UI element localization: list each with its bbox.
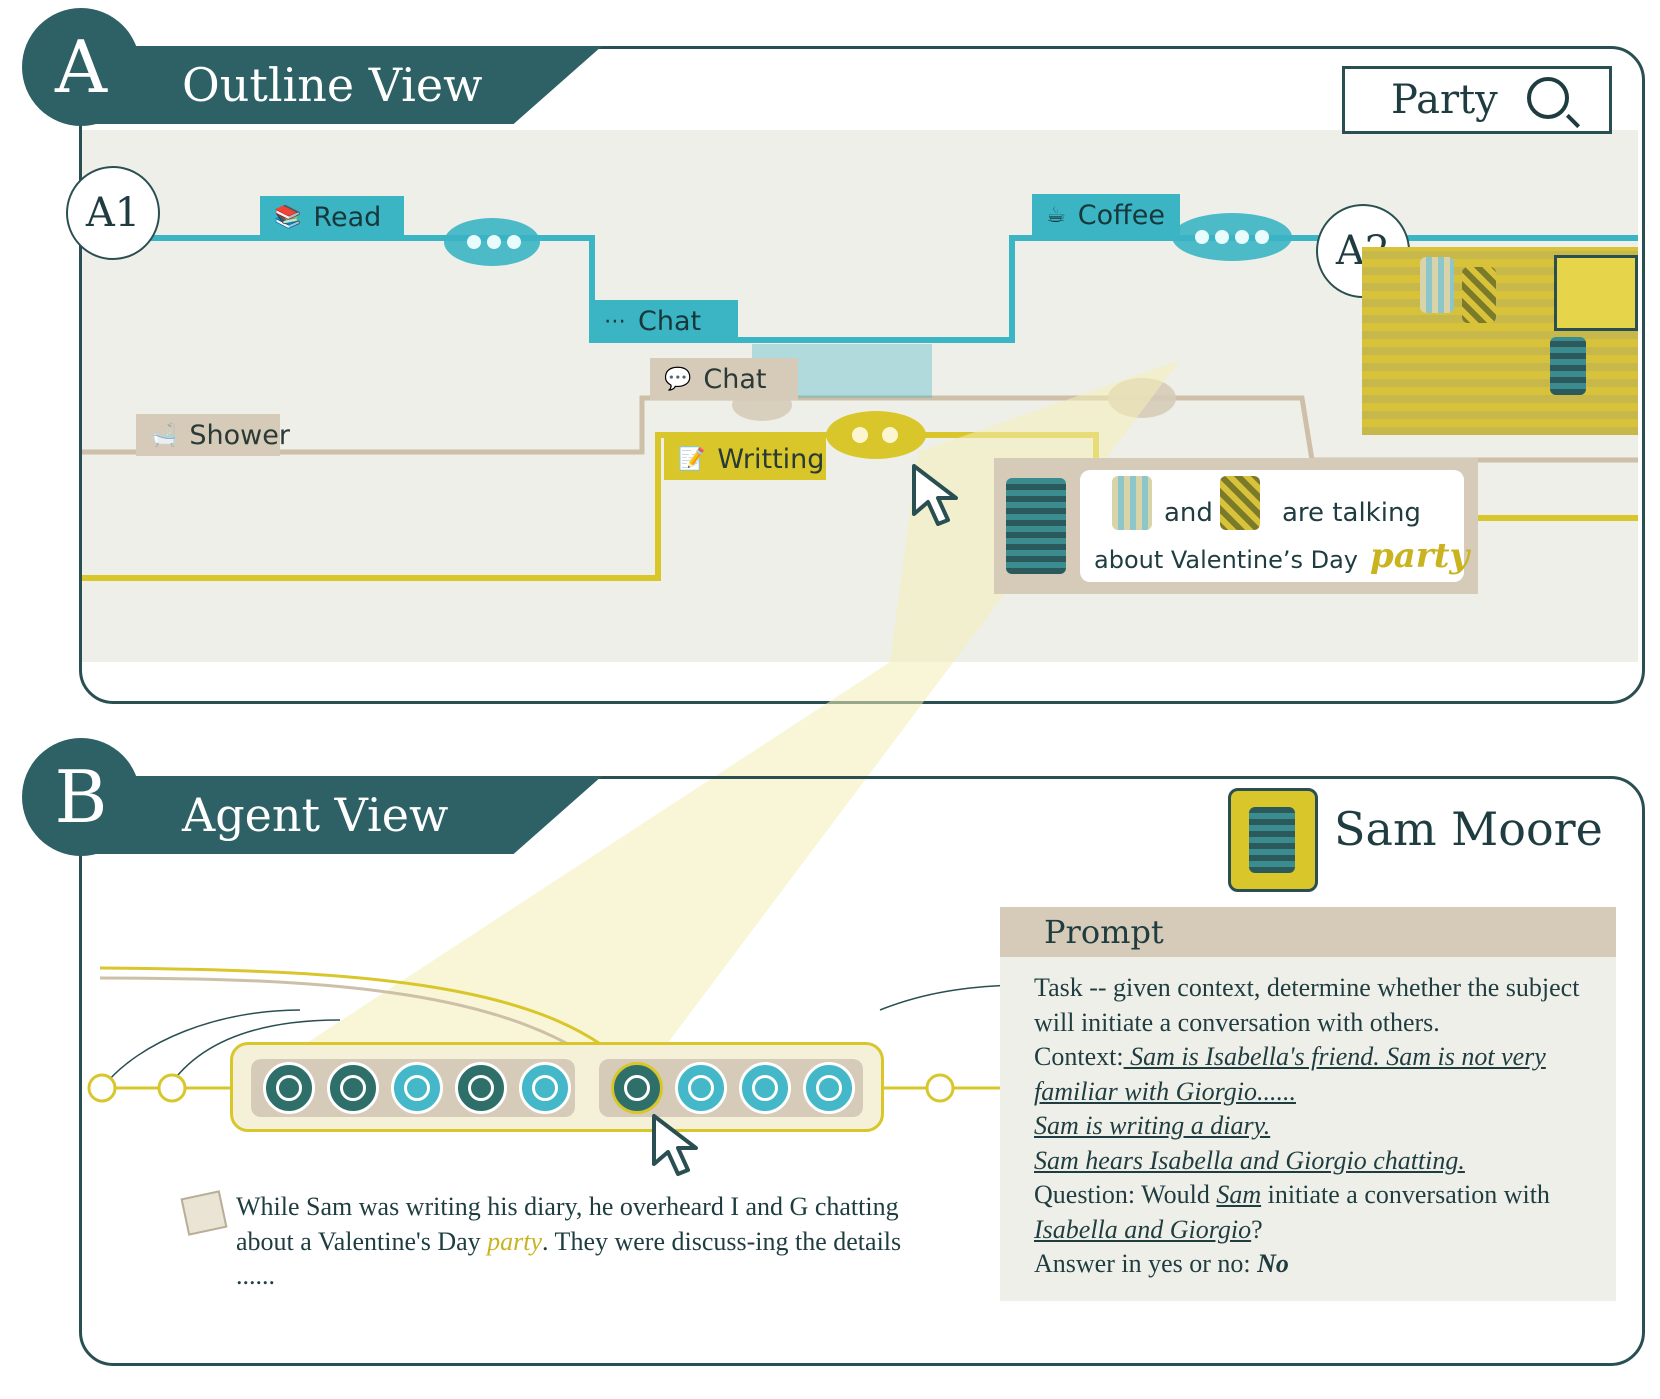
agent-view-title: Agent View [182,788,449,842]
avatar-giorgio [1220,476,1260,530]
activity-chat-beige-label: Chat [703,363,767,395]
scene-character-giorgio [1462,267,1496,323]
llm-node-icon[interactable] [455,1062,507,1114]
scene-thumbnail[interactable] [1362,247,1638,435]
activity-shower-label: Shower [189,419,290,451]
notepad-icon [180,1190,228,1236]
coffee-icon: ☕ [1046,202,1066,228]
prompt-context-2: Sam is writing a diary. [1034,1111,1271,1140]
prompt-question-pre: Question: Would [1034,1180,1217,1209]
openai-icon [624,1075,650,1101]
narration-pre: While Sam was writing his diary, he over… [236,1192,899,1256]
activity-chat-teal-label: Chat [638,305,702,337]
activity-coffee[interactable]: ☕ Coffee [1032,194,1180,236]
scene-character-isabella [1420,257,1454,313]
conversation-and: and [1164,498,1213,528]
conversation-line2: about Valentine’s Day [1094,546,1358,574]
openai-icon [340,1075,366,1101]
agent-avatar[interactable] [1228,788,1318,892]
openai-icon [468,1075,494,1101]
outline-view-header: Outline View [82,46,602,124]
chat-bubble-icon: 💬 [664,366,692,392]
narration-text: While Sam was writing his diary, he over… [236,1190,916,1294]
brain-icon [532,1075,558,1101]
conversation-talking: are talking [1282,498,1421,528]
bathtub-icon: 🛁 [150,422,178,448]
search-icon[interactable] [1527,77,1569,119]
memory-node-icon[interactable] [803,1062,855,1114]
brain-icon [688,1075,714,1101]
narration-keyword: party [487,1226,543,1256]
yellow-glow-dots[interactable] [826,411,926,459]
memory-node-icon[interactable] [519,1062,571,1114]
agent-avatar-sprite [1249,807,1295,873]
book-icon: 📚 [274,204,302,230]
conversation-bubble[interactable]: and are talking about Valentine’s Day pa… [994,458,1478,594]
conversation-text: and are talking about Valentine’s Day pa… [1080,470,1469,582]
cursor-pointer-icon [912,464,958,526]
prompt-task: Task -- given context, determine whether… [1034,973,1580,1037]
scene-character-sam [1550,337,1586,395]
prompt-question-mid: initiate a conversation with [1261,1180,1550,1209]
brain-icon [404,1075,430,1101]
activity-shower[interactable]: 🛁 Shower [136,414,290,456]
activity-chat-teal[interactable]: ⋯ Chat [590,300,738,342]
prompt-answer-label: Answer in yes or no: [1034,1249,1258,1278]
prompt-answer: No [1257,1249,1289,1278]
marker-a1: A1 [66,166,160,260]
avatar-sam [1006,478,1066,574]
section-b-badge: B [22,738,140,856]
memory-node-icon[interactable] [739,1062,791,1114]
llm-node-selected-icon[interactable] [611,1062,663,1114]
prompt-context-label: Context: [1034,1042,1124,1071]
prompt-title: Prompt [1044,913,1164,951]
openai-icon [276,1075,302,1101]
activity-writing-label: Writting [717,443,825,475]
activity-read-label: Read [313,201,382,233]
activity-writing[interactable]: 📝 Writting [664,438,826,480]
brain-icon [816,1075,842,1101]
memory-node-icon[interactable] [391,1062,443,1114]
prompt-body: Task -- given context, determine whether… [1000,957,1616,1301]
step-group-1 [251,1059,575,1117]
agent-step-track[interactable] [230,1042,884,1132]
prompt-question-object: Isabella and Giorgio [1034,1214,1252,1244]
prompt-question-end: ? [1251,1214,1263,1244]
prompt-context-1: Sam is Isabella's friend. Sam is not ver… [1034,1042,1546,1106]
step-group-2 [599,1059,863,1117]
prompt-header: Prompt [1000,907,1616,957]
activity-chat-beige[interactable]: 💬 Chat [650,358,798,400]
avatar-isabella [1112,476,1152,530]
search-input[interactable]: Party [1342,66,1612,134]
ellipsis-icon: ⋯ [604,308,626,334]
agent-view-panel [79,776,1645,1366]
memory-node-icon[interactable] [675,1062,727,1114]
cursor-pointer-icon [652,1114,698,1176]
outline-view-title: Outline View [182,58,483,112]
section-a-badge: A [22,8,140,126]
agent-view-header: Agent View [82,776,602,854]
prompt-question-subject: Sam [1216,1180,1262,1209]
brain-icon [752,1075,778,1101]
narration-post: . They were discuss-ing the details ....… [236,1226,902,1291]
notepad-icon: 📝 [678,446,706,472]
agent-name: Sam Moore [1334,802,1603,856]
llm-node-icon[interactable] [263,1062,315,1114]
activity-coffee-label: Coffee [1077,199,1165,231]
llm-node-icon[interactable] [327,1062,379,1114]
activity-read[interactable]: 📚 Read [260,196,404,238]
prompt-context-3: Sam hears Isabella and Giorgio chatting. [1034,1145,1465,1175]
search-query: Party [1391,77,1498,123]
conversation-keyword: party [1370,536,1470,576]
scene-table [1554,255,1638,331]
teal-glow-dots[interactable] [444,213,1292,266]
